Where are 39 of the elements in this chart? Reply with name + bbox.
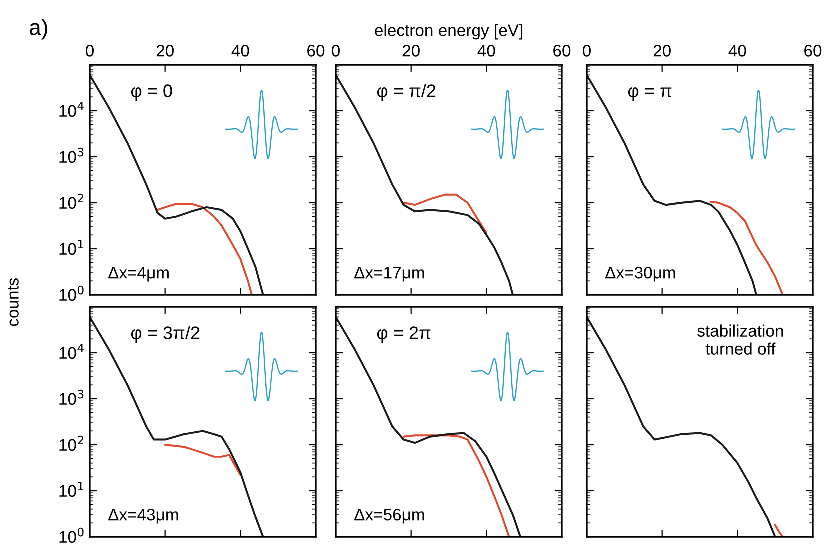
annotation: Δx=43μm xyxy=(108,508,178,524)
line-series xyxy=(90,74,264,295)
x-tick-label: 0 xyxy=(332,45,340,57)
annotation: φ = 3π/2 xyxy=(131,326,200,344)
x-tick-label: 60 xyxy=(554,45,571,57)
y-tick-label: 10$^{2}$ xyxy=(60,436,84,452)
annotation: φ = 0 xyxy=(131,84,172,102)
y-tick-label: 10$^{0}$ xyxy=(60,528,84,544)
y-tick-label: 10$^{0}$ xyxy=(60,286,84,302)
x-tick-label: 20 xyxy=(402,45,420,57)
x-tick-label: 60 xyxy=(308,45,325,57)
annotation: φ = π xyxy=(628,88,672,102)
x-tick-label: 0 xyxy=(583,45,591,57)
y-tick-label: 10$^{3}$ xyxy=(60,390,84,406)
y-tick-label: 10$^{4}$ xyxy=(60,344,84,360)
y-tick-label: 10$^{4}$ xyxy=(60,102,84,118)
x-tick-label: 40 xyxy=(478,45,496,57)
y-tick-label: 10$^{3}$ xyxy=(60,148,84,164)
x-tick-label: 60 xyxy=(804,45,822,57)
y-axis-title: counts xyxy=(8,278,19,326)
line-series xyxy=(90,316,264,537)
x-tick-label: 40 xyxy=(232,45,250,57)
x-axis-title: electron energy [eV] xyxy=(375,24,522,40)
annotation: φ = π/2 xyxy=(377,84,436,102)
x-tick-label: 20 xyxy=(156,45,174,57)
x-tick-label: 0 xyxy=(86,45,94,57)
x-tick-label: 40 xyxy=(728,45,746,57)
annotation: stabilization turned off xyxy=(698,324,784,355)
x-tick-label: 20 xyxy=(654,45,671,57)
annotation: Δx=17μm xyxy=(354,267,424,282)
y-tick-label: 10$^{1}$ xyxy=(60,240,84,256)
text: a) xyxy=(30,19,48,40)
y-tick-label: 10$^{1}$ xyxy=(60,482,84,498)
y-tick-label: 10$^{2}$ xyxy=(60,194,84,210)
line-series xyxy=(164,444,242,476)
annotation: φ = 2π xyxy=(377,326,431,344)
annotation: Δx=56μm xyxy=(354,508,424,524)
annotation: Δx=30μm xyxy=(606,266,676,282)
annotation: Δx=4μm xyxy=(108,267,169,282)
